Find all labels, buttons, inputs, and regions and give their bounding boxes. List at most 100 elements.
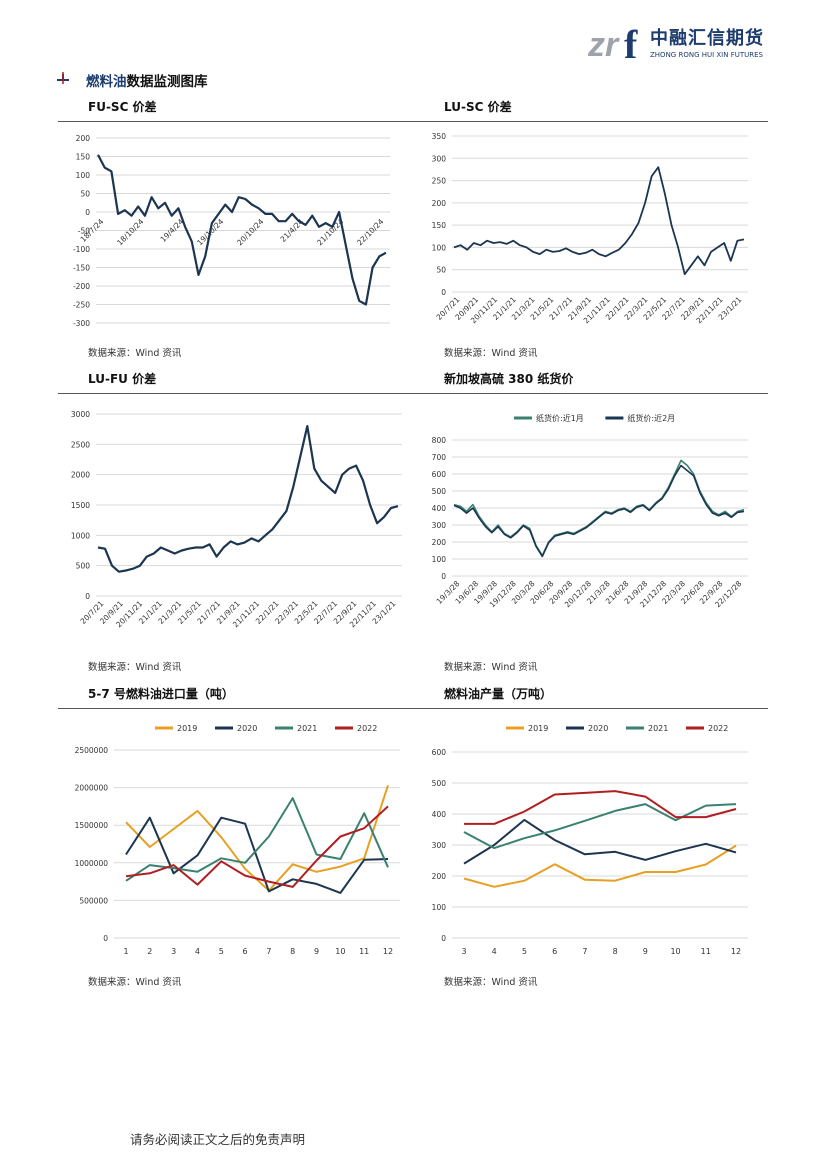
x-tick-label: 4: [195, 947, 200, 956]
company-logo: zr f 中融汇信期货 ZHONG RONG HUI XIN FUTURES: [587, 22, 778, 67]
y-tick-label: 200: [432, 872, 447, 881]
x-tick-label: 3: [171, 947, 176, 956]
x-tick-label: 6: [243, 947, 248, 956]
legend-label: 纸货价:近2月: [627, 413, 675, 423]
y-tick-label: 100: [432, 243, 447, 252]
y-tick-label: 600: [432, 470, 447, 479]
x-tick-label: 20/10/24: [235, 217, 265, 247]
legend-label: 纸货价:近1月: [536, 413, 584, 423]
y-tick-label: 100: [432, 903, 447, 912]
x-tick-label: 18/10/24: [115, 217, 145, 247]
x-tick-label: 2: [147, 947, 152, 956]
x-tick-label: 6: [552, 947, 557, 956]
y-tick-label: 1000: [71, 531, 90, 540]
company-name-en: ZHONG RONG HUI XIN FUTURES: [650, 51, 763, 59]
legend-label: 2020: [237, 724, 257, 733]
y-tick-label: 200: [432, 538, 447, 547]
y-tick-label: 800: [432, 436, 447, 445]
y-tick-label: 300: [432, 521, 447, 530]
divider-rule: [58, 708, 768, 709]
y-tick-label: 2000000: [75, 784, 109, 793]
y-tick-label: 150: [432, 221, 447, 230]
chart-output: 600 500 400 300 200 100 0 3 4 5 6 7 8 9 10 11 12 2019 2020…: [432, 724, 748, 956]
x-tick-label: 5: [219, 947, 224, 956]
x-tick-label: 8: [613, 947, 618, 956]
y-tick-label: 100: [76, 171, 91, 180]
y-tick-label: 3000: [71, 410, 90, 419]
series-line: [463, 844, 737, 888]
x-tick-label: 10: [335, 947, 345, 956]
y-tick-label: 1000000: [75, 859, 109, 868]
company-name-cn: 中融汇信期货: [650, 28, 764, 49]
legend-label: 2019: [528, 724, 548, 733]
y-tick-label: 0: [441, 934, 446, 943]
chart-sg-380: 800700600500400300200100019/3/2819/6/281…: [432, 413, 748, 609]
y-tick-label: 0: [85, 592, 90, 601]
divider-rule: [58, 121, 768, 122]
x-tick-label: 4: [492, 947, 497, 956]
series-line: [125, 816, 389, 894]
y-tick-label: 200: [432, 199, 447, 208]
panel-title-fu-sc: FU-SC 价差: [88, 100, 157, 114]
panel-title-sg-380: 新加坡高硫 380 纸货价: [444, 372, 574, 386]
series-line: [463, 803, 737, 850]
chart-fu-sc: 200150100500-50-100-150-200-250-30018/7/…: [73, 134, 390, 328]
series-line: [97, 154, 387, 306]
y-tick-label: 0: [85, 208, 90, 217]
legend-label: 2021: [648, 724, 668, 733]
x-tick-label: 7: [266, 947, 271, 956]
series-line: [453, 464, 745, 558]
panel-title-lu-sc: LU-SC 价差: [444, 100, 512, 114]
logo-mark-text: zr: [588, 26, 620, 64]
y-tick-label: 0: [441, 572, 446, 581]
source-note: 数据来源：Wind 资讯: [444, 662, 538, 673]
y-tick-label: 500000: [79, 896, 108, 905]
section-title-highlight: 燃料油: [86, 74, 127, 90]
y-tick-label: 1500: [71, 501, 90, 510]
x-tick-label: 5: [522, 947, 527, 956]
footer-disclaimer: 请务必阅读正文之后的免责声明: [130, 1132, 306, 1147]
y-tick-label: 2500: [71, 440, 90, 449]
x-tick-label: 1: [123, 947, 128, 956]
x-tick-label: 9: [314, 947, 319, 956]
y-tick-label: 400: [432, 504, 447, 513]
panel-title-output: 燃料油产量（万吨）: [444, 687, 553, 701]
y-tick-label: 150: [76, 153, 91, 162]
legend-label: 2021: [297, 724, 317, 733]
chart-lu-fu: 30002500200015001000500020/7/2120/9/2120…: [71, 410, 402, 629]
y-tick-label: -150: [73, 264, 90, 273]
x-tick-label: 11: [701, 947, 711, 956]
x-tick-label: 3: [461, 947, 466, 956]
y-tick-label: 300: [432, 841, 447, 850]
y-tick-label: 50: [80, 190, 90, 199]
source-note: 数据来源：Wind 资讯: [444, 348, 538, 359]
y-tick-label: 1500000: [75, 821, 109, 830]
y-tick-label: 250: [432, 177, 447, 186]
panel-title-lu-fu: LU-FU 价差: [88, 372, 157, 386]
y-tick-label: 500: [432, 779, 447, 788]
y-tick-label: 200: [76, 134, 91, 143]
y-tick-label: -100: [73, 245, 90, 254]
source-note: 数据来源：Wind 资讯: [88, 977, 182, 988]
legend-label: 2020: [588, 724, 608, 733]
x-tick-label: 22/10/24: [355, 217, 385, 247]
x-tick-label: 12: [383, 947, 393, 956]
y-tick-label: -50: [78, 227, 90, 236]
legend-label: 2022: [708, 724, 728, 733]
chart-lu-sc: 35030025020015010050020/7/2120/9/2120/11…: [432, 132, 748, 325]
source-note: 数据来源：Wind 资讯: [88, 662, 182, 673]
y-tick-label: 350: [432, 132, 447, 141]
arrow-bullet-icon: [57, 72, 69, 84]
y-tick-label: 100: [432, 555, 447, 564]
x-tick-label: 9: [643, 947, 648, 956]
y-tick-label: 600: [432, 748, 447, 757]
y-tick-label: 2000: [71, 471, 90, 480]
y-tick-label: -200: [73, 282, 90, 291]
y-tick-label: 0: [103, 934, 108, 943]
divider-rule: [58, 393, 768, 394]
y-tick-label: 300: [432, 154, 447, 163]
y-tick-label: -300: [73, 319, 90, 328]
y-tick-label: -250: [73, 301, 90, 310]
x-tick-label: 11: [359, 947, 369, 956]
